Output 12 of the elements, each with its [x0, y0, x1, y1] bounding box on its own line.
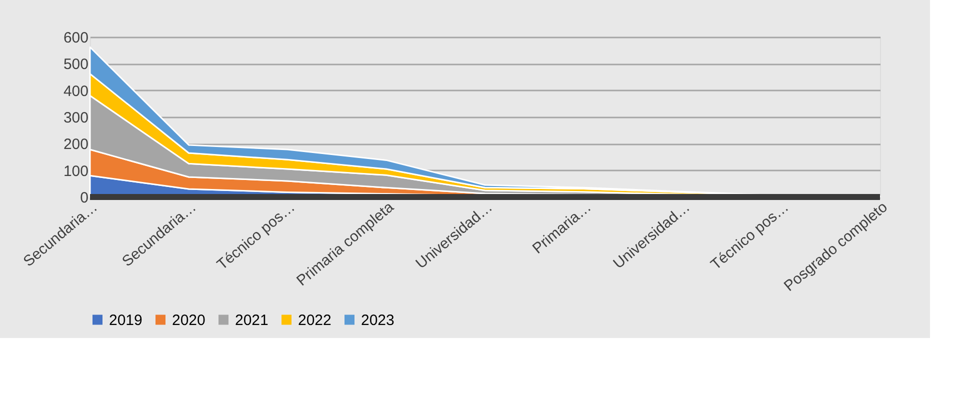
y-tick-label: 100 — [63, 162, 88, 180]
y-tick-label: 300 — [63, 110, 88, 126]
legend-label: 2020 — [172, 312, 206, 329]
y-tick-label: 500 — [63, 56, 88, 74]
y-tick-label: 200 — [63, 136, 88, 154]
y-tick-label: 0 — [80, 190, 88, 206]
legend-label: 2023 — [361, 312, 394, 329]
y-tick-label: 600 — [63, 30, 88, 46]
legend-label: 2022 — [298, 312, 332, 329]
y-tick-label: 400 — [63, 82, 88, 100]
legend-label: 2021 — [235, 312, 268, 329]
legend-label: 2019 — [109, 312, 142, 329]
